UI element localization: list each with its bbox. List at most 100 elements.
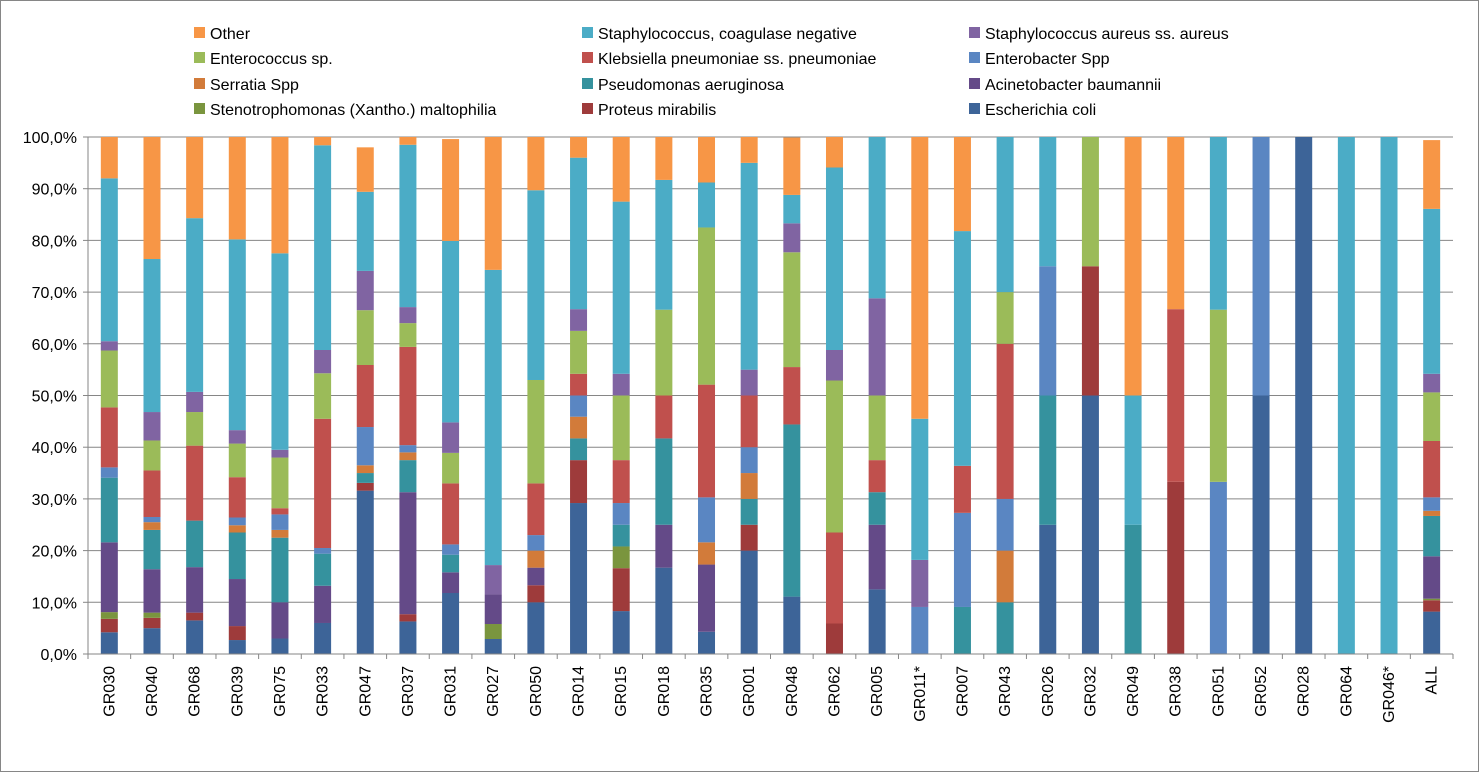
bar-segment [228, 626, 246, 641]
bar-segment [1423, 510, 1441, 516]
bar-segment [100, 350, 118, 408]
bar-segment [271, 137, 289, 254]
y-axis-ticks: 0,0% 10,0% 20,0% 30,0% 40,0% 50,0% 60,0% 70,0% 8… [23, 130, 88, 664]
bar-segment [783, 252, 801, 368]
bar-segment [271, 537, 289, 603]
bar-segment [186, 412, 204, 446]
bar-segment [271, 449, 289, 458]
x-tick-label: GR038 [1168, 666, 1185, 717]
bar-segment [186, 218, 204, 392]
bar-segment [484, 639, 502, 654]
legend-label: Staphylococcus aureus ss. aureus [985, 26, 1229, 43]
bar-segment [655, 179, 673, 310]
bar-segment [1423, 373, 1441, 393]
bar-segment [783, 596, 801, 654]
bar-segment [356, 270, 374, 311]
bar-segment [484, 594, 502, 625]
bar-segment [868, 395, 886, 461]
legend-item: Other [194, 26, 251, 43]
bar-segment [570, 416, 588, 439]
bar-segment [314, 137, 332, 146]
bar-segment [1423, 140, 1441, 209]
bar-segment [740, 369, 758, 396]
bar-segment [356, 147, 374, 192]
bar-segment [186, 391, 204, 413]
legend-swatch [969, 103, 980, 114]
x-tick-label: GR007 [954, 666, 971, 717]
bar-segment [399, 452, 417, 461]
x-tick-label: GR040 [144, 666, 161, 717]
bar-segment [186, 520, 204, 568]
x-tick-label: GR001 [741, 666, 758, 717]
bar-segment [442, 544, 460, 555]
bar-segment [698, 631, 716, 654]
x-tick-label: GR018 [656, 666, 673, 717]
legend-item: Acinetobacter baumannii [969, 77, 1161, 94]
legend-swatch [582, 52, 593, 63]
bar-segment [1423, 515, 1441, 557]
x-tick-label: GR051 [1210, 666, 1227, 717]
x-tick-label: GR014 [571, 666, 588, 717]
bar-segment [570, 137, 588, 158]
bar-segment [1423, 598, 1441, 601]
bar-segment [356, 465, 374, 474]
bar-segment [271, 514, 289, 530]
bar-segment [783, 367, 801, 425]
bar-segment [399, 346, 417, 446]
bar-segment [399, 492, 417, 615]
legend-swatch [969, 27, 980, 38]
legend-label: Enterobacter Spp [985, 51, 1110, 68]
bar-segment [570, 330, 588, 374]
bar-segment [868, 524, 886, 590]
bar-segment [271, 638, 289, 654]
x-tick-label: GR030 [101, 666, 118, 717]
x-tick-label: GR064 [1338, 666, 1355, 717]
bar-segment [1124, 137, 1142, 396]
bar-segment [570, 373, 588, 396]
legend-swatch [582, 27, 593, 38]
bar-segment [186, 445, 204, 521]
bar-segment [1167, 481, 1185, 654]
bar-segment [655, 438, 673, 525]
legend-swatch [194, 27, 205, 38]
legend-label: Stenotrophomonas (Xantho.) maltophilia [210, 102, 496, 119]
bar-segment [356, 490, 374, 654]
y-tick-label: 70,0% [32, 285, 77, 302]
bar-segment [442, 422, 460, 453]
bar-segment [1423, 600, 1441, 612]
bar-segment [825, 350, 843, 381]
bar-segment [655, 309, 673, 396]
bar-segment [1423, 497, 1441, 511]
bar-segment [996, 550, 1014, 603]
bar-segment [100, 341, 118, 351]
bar-segment [911, 418, 929, 560]
bar-segment [314, 622, 332, 654]
x-tick-label: GR049 [1125, 666, 1142, 717]
bar-segment [740, 162, 758, 370]
bar-segment [442, 139, 460, 241]
bar-segment [570, 460, 588, 504]
gridlines [88, 136, 1453, 655]
x-tick-label: GR028 [1296, 666, 1313, 717]
bar-segment [740, 524, 758, 551]
bar-segment [271, 529, 289, 538]
bar-segment [1081, 266, 1099, 396]
bars [100, 137, 1441, 654]
bar-segment [186, 567, 204, 613]
bar-segment [1337, 137, 1355, 654]
bar-segment [868, 298, 886, 396]
bar-segment [527, 550, 545, 568]
legend-label: Proteus mirabilis [598, 102, 716, 119]
bar-segment [228, 477, 246, 518]
bar-segment [783, 223, 801, 253]
bar-segment [442, 554, 460, 573]
bar-segment [612, 201, 630, 374]
legend-item: Serratia Spp [194, 77, 299, 94]
bar-segment [143, 470, 161, 517]
bar-segment [399, 323, 417, 347]
bar-segment [186, 612, 204, 621]
bar-segment [228, 239, 246, 431]
y-tick-label: 100,0% [23, 130, 77, 147]
bar-segment [1167, 309, 1185, 482]
